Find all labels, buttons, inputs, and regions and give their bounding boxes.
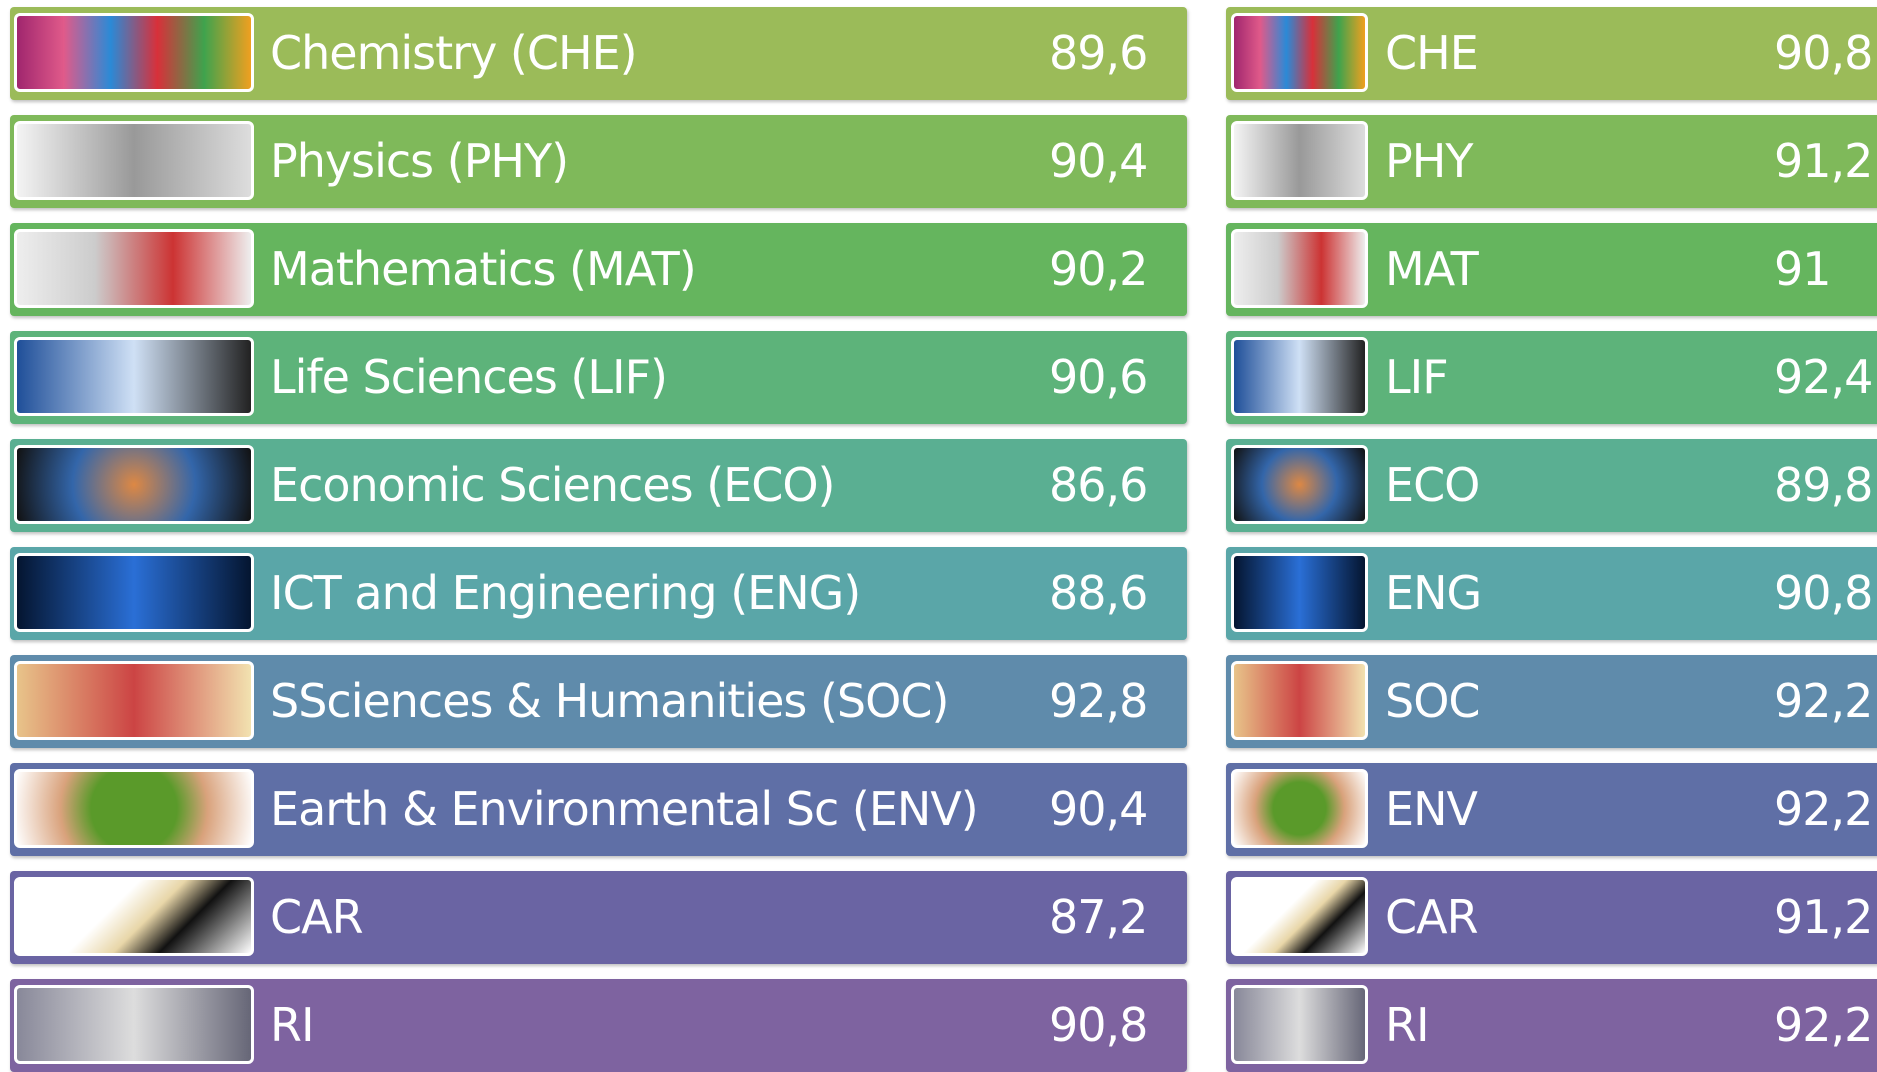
row: CAR 91,2 bbox=[1226, 871, 1877, 964]
thumbnail bbox=[14, 553, 254, 632]
row-label: RI bbox=[270, 979, 314, 1072]
row-label: PHY bbox=[1385, 115, 1472, 208]
row: ENG 90,8 bbox=[1226, 547, 1877, 640]
row: ECO 89,8 bbox=[1226, 439, 1877, 532]
row: Mathematics (MAT) 90,2 bbox=[10, 223, 1187, 316]
row-score: 88,6 bbox=[1049, 547, 1147, 640]
row-label: Earth & Environmental Sc (ENV) bbox=[270, 763, 978, 856]
row: LIF 92,4 bbox=[1226, 331, 1877, 424]
row: RI 92,2 bbox=[1226, 979, 1877, 1072]
thumbnail bbox=[14, 661, 254, 740]
row-label: MAT bbox=[1385, 223, 1478, 316]
thumbnail bbox=[14, 229, 254, 308]
row-score: 90,8 bbox=[1774, 7, 1872, 100]
thumbnail bbox=[1231, 877, 1368, 956]
row-label: SOC bbox=[1385, 655, 1480, 748]
thumbnail bbox=[1231, 769, 1368, 848]
row-score: 91,2 bbox=[1774, 871, 1872, 964]
row: CHE 90,8 bbox=[1226, 7, 1877, 100]
row: MAT 91 bbox=[1226, 223, 1877, 316]
row-label: RI bbox=[1385, 979, 1429, 1072]
row-label: Economic Sciences (ECO) bbox=[270, 439, 835, 532]
row: Chemistry (CHE) 89,6 bbox=[10, 7, 1187, 100]
row: CAR 87,2 bbox=[10, 871, 1187, 964]
row-score: 90,4 bbox=[1049, 115, 1147, 208]
thumbnail bbox=[14, 877, 254, 956]
row-label: ICT and Engineering (ENG) bbox=[270, 547, 860, 640]
thumbnail bbox=[1231, 337, 1368, 416]
row-label: Life Sciences (LIF) bbox=[270, 331, 667, 424]
row-score: 90,8 bbox=[1774, 547, 1872, 640]
thumbnail bbox=[1231, 661, 1368, 740]
thumbnail bbox=[14, 445, 254, 524]
thumbnail bbox=[1231, 121, 1368, 200]
row-score: 92,4 bbox=[1774, 331, 1872, 424]
row-score: 91 bbox=[1774, 223, 1831, 316]
row-label: ENV bbox=[1385, 763, 1477, 856]
row-score: 90,8 bbox=[1049, 979, 1147, 1072]
row: Earth & Environmental Sc (ENV) 90,4 bbox=[10, 763, 1187, 856]
row: PHY 91,2 bbox=[1226, 115, 1877, 208]
row-score: 92,8 bbox=[1049, 655, 1147, 748]
row-score: 89,6 bbox=[1049, 7, 1147, 100]
row-label: CAR bbox=[1385, 871, 1478, 964]
row-score: 89,8 bbox=[1774, 439, 1872, 532]
row: Physics (PHY) 90,4 bbox=[10, 115, 1187, 208]
row: Economic Sciences (ECO) 86,6 bbox=[10, 439, 1187, 532]
row-label: CHE bbox=[1385, 7, 1478, 100]
row-score: 86,6 bbox=[1049, 439, 1147, 532]
row-label: LIF bbox=[1385, 331, 1448, 424]
row-label: SSciences & Humanities (SOC) bbox=[270, 655, 948, 748]
row: SSciences & Humanities (SOC) 92,8 bbox=[10, 655, 1187, 748]
thumbnail bbox=[14, 337, 254, 416]
thumbnail bbox=[14, 121, 254, 200]
row-score: 87,2 bbox=[1049, 871, 1147, 964]
row: ENV 92,2 bbox=[1226, 763, 1877, 856]
row-score: 90,6 bbox=[1049, 331, 1147, 424]
row-label: Mathematics (MAT) bbox=[270, 223, 696, 316]
row-score: 90,4 bbox=[1049, 763, 1147, 856]
page: Chemistry (CHE) 89,6 Physics (PHY) 90,4 Math… bbox=[0, 0, 1877, 1065]
thumbnail bbox=[14, 769, 254, 848]
row-label: CAR bbox=[270, 871, 363, 964]
thumbnail bbox=[1231, 229, 1368, 308]
thumbnail bbox=[14, 13, 254, 92]
thumbnail bbox=[1231, 13, 1368, 92]
row-label: ECO bbox=[1385, 439, 1479, 532]
row-label: ENG bbox=[1385, 547, 1481, 640]
row: SOC 92,2 bbox=[1226, 655, 1877, 748]
row: Life Sciences (LIF) 90,6 bbox=[10, 331, 1187, 424]
row-score: 92,2 bbox=[1774, 763, 1872, 856]
row-score: 92,2 bbox=[1774, 979, 1872, 1072]
row-score: 92,2 bbox=[1774, 655, 1872, 748]
row-label: Chemistry (CHE) bbox=[270, 7, 637, 100]
thumbnail bbox=[1231, 553, 1368, 632]
row-score: 90,2 bbox=[1049, 223, 1147, 316]
row-score: 91,2 bbox=[1774, 115, 1872, 208]
thumbnail bbox=[1231, 445, 1368, 524]
thumbnail bbox=[14, 985, 254, 1064]
row-label: Physics (PHY) bbox=[270, 115, 568, 208]
row: ICT and Engineering (ENG) 88,6 bbox=[10, 547, 1187, 640]
thumbnail bbox=[1231, 985, 1368, 1064]
row: RI 90,8 bbox=[10, 979, 1187, 1072]
